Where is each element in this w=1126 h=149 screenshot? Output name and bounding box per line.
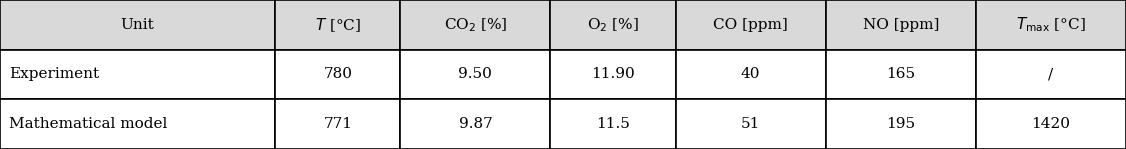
Bar [0,0,275,50]
Text: 11.90: 11.90 [591,67,635,82]
Bar [551,99,676,149]
Text: /: / [1048,67,1054,82]
Text: 9.87: 9.87 [458,117,492,131]
Bar [825,0,976,50]
Bar [0,50,275,99]
Text: $T_\mathrm{max}$ [°C]: $T_\mathrm{max}$ [°C] [1016,15,1085,34]
Text: 771: 771 [323,117,352,131]
Bar [551,50,676,99]
Bar [401,0,551,50]
Text: 9.50: 9.50 [458,67,492,82]
Bar [275,99,401,149]
Bar [676,50,825,99]
Bar [976,99,1126,149]
Text: 51: 51 [741,117,760,131]
Text: 1420: 1420 [1031,117,1071,131]
Text: 40: 40 [741,67,760,82]
Text: 195: 195 [886,117,915,131]
Text: Mathematical model: Mathematical model [9,117,168,131]
Text: 780: 780 [323,67,352,82]
Bar [676,0,825,50]
Bar [825,99,976,149]
Bar [976,0,1126,50]
Bar [275,0,401,50]
Text: 165: 165 [886,67,915,82]
Bar [676,99,825,149]
Text: Experiment: Experiment [9,67,99,82]
Text: $T$ [°C]: $T$ [°C] [315,16,360,34]
Text: NO [ppm]: NO [ppm] [863,18,939,32]
Text: 11.5: 11.5 [596,117,629,131]
Bar [551,0,676,50]
Text: CO [ppm]: CO [ppm] [713,18,788,32]
Bar [976,50,1126,99]
Bar [0,99,275,149]
Text: Unit: Unit [120,18,154,32]
Text: O$_2$ [%]: O$_2$ [%] [587,16,638,34]
Bar [401,50,551,99]
Bar [401,99,551,149]
Text: CO$_2$ [%]: CO$_2$ [%] [444,16,507,34]
Bar [275,50,401,99]
Bar [825,50,976,99]
